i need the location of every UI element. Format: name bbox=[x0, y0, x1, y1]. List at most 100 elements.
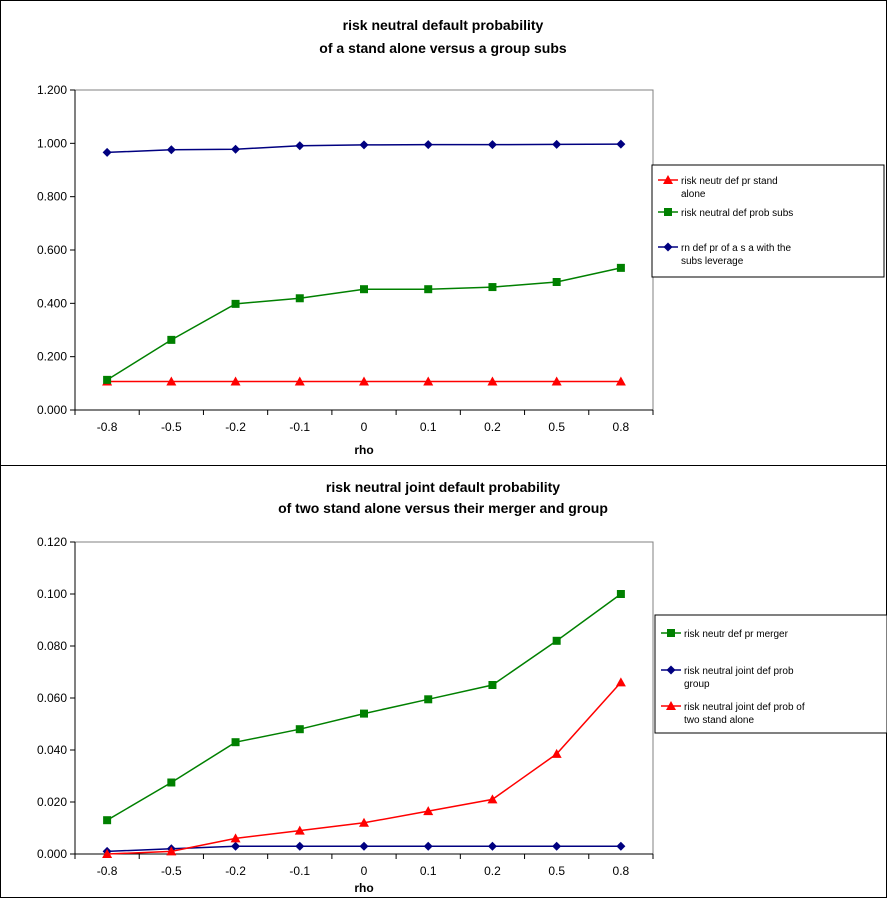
data-point bbox=[488, 681, 497, 689]
x-tick-label: -0.8 bbox=[97, 864, 118, 878]
data-point bbox=[103, 375, 112, 384]
x-tick-label: 0.8 bbox=[613, 864, 630, 878]
x-tick-label: 0.1 bbox=[420, 864, 437, 878]
x-axis-label: rho bbox=[354, 881, 373, 895]
x-tick-label: 0.8 bbox=[613, 420, 630, 434]
data-point bbox=[616, 263, 625, 272]
series-3 bbox=[102, 139, 626, 157]
x-tick-label: 0 bbox=[361, 864, 368, 878]
y-tick-label: 0.200 bbox=[37, 350, 67, 364]
data-point bbox=[359, 817, 369, 827]
x-tick-label: -0.1 bbox=[289, 864, 310, 878]
data-point bbox=[360, 709, 368, 718]
data-point bbox=[231, 738, 240, 747]
data-point bbox=[423, 806, 434, 816]
data-point bbox=[295, 725, 304, 734]
chart-1: risk neutral default probability of a sta… bbox=[37, 17, 885, 457]
data-point bbox=[615, 677, 626, 687]
x-tick-label: 0.2 bbox=[484, 420, 501, 434]
data-point bbox=[552, 636, 561, 645]
y-tick-label: 0.400 bbox=[37, 296, 67, 310]
y-tick-label: 0.000 bbox=[37, 847, 67, 861]
data-point bbox=[423, 140, 433, 150]
data-point bbox=[487, 376, 498, 386]
y-tick-label: 0.120 bbox=[37, 535, 67, 549]
data-point bbox=[487, 140, 497, 150]
data-point bbox=[166, 376, 177, 386]
legend-box bbox=[654, 614, 887, 734]
data-point bbox=[167, 335, 176, 344]
legend-swatch-marker bbox=[666, 665, 676, 675]
data-point bbox=[615, 376, 626, 386]
y-tick-label: 0.040 bbox=[37, 743, 67, 757]
chart-title: risk neutral joint default probability bbox=[326, 479, 560, 495]
y-tick-label: 0.600 bbox=[37, 243, 67, 257]
y-tick-label: 0.020 bbox=[37, 795, 67, 809]
y-tick-label: 0.060 bbox=[37, 691, 67, 705]
x-tick-label: 0.1 bbox=[420, 420, 437, 434]
data-point bbox=[552, 278, 561, 286]
data-point bbox=[295, 294, 304, 303]
legend-box bbox=[651, 164, 885, 278]
data-point bbox=[616, 841, 626, 851]
legend-label: two stand alone bbox=[684, 715, 754, 726]
y-tick-label: 0.800 bbox=[37, 190, 67, 204]
legend-label: risk neutr def pr merger bbox=[684, 629, 789, 640]
legend-swatch-marker bbox=[666, 701, 676, 710]
legend-swatch-marker bbox=[667, 629, 675, 637]
data-point bbox=[166, 846, 177, 856]
data-point bbox=[360, 285, 368, 294]
data-point bbox=[552, 139, 562, 149]
data-point bbox=[166, 145, 176, 155]
legend-label: risk neutral joint def prob bbox=[684, 666, 794, 677]
data-point bbox=[424, 285, 433, 294]
data-point bbox=[616, 139, 626, 149]
data-point bbox=[359, 376, 369, 386]
x-tick-label: -0.5 bbox=[161, 864, 182, 878]
x-tick-label: -0.2 bbox=[225, 420, 246, 434]
legend-swatch-marker bbox=[663, 242, 673, 252]
data-point bbox=[487, 841, 497, 851]
legend-label: alone bbox=[681, 189, 706, 200]
data-point bbox=[616, 590, 625, 598]
data-point bbox=[488, 283, 497, 292]
data-point bbox=[231, 299, 240, 308]
y-tick-label: 0.080 bbox=[37, 639, 67, 653]
legend: risk neutr def pr stand alone risk neutral… bbox=[651, 164, 885, 278]
data-point bbox=[487, 794, 498, 804]
legend-swatch-marker bbox=[664, 208, 672, 216]
data-point bbox=[359, 841, 369, 851]
data-point bbox=[423, 376, 434, 386]
legend: risk neutr def pr merger risk neutral joi… bbox=[654, 614, 887, 734]
data-point bbox=[103, 816, 112, 825]
data-point bbox=[552, 841, 562, 851]
series-1 bbox=[103, 590, 625, 825]
data-point bbox=[167, 778, 176, 787]
data-point bbox=[423, 841, 433, 851]
legend-swatch-marker bbox=[663, 175, 673, 184]
data-point bbox=[230, 833, 241, 843]
x-tick-label: 0.5 bbox=[548, 420, 565, 434]
plot-area bbox=[74, 541, 654, 855]
legend-label: risk neutr def pr stand bbox=[681, 176, 778, 187]
legend-label: rn def pr of a s a with the bbox=[681, 243, 791, 254]
data-point bbox=[295, 841, 305, 851]
legend-label: subs leverage bbox=[681, 256, 744, 267]
data-point bbox=[102, 147, 112, 157]
data-point bbox=[230, 376, 241, 386]
data-point bbox=[294, 376, 305, 386]
x-tick-label: -0.5 bbox=[161, 420, 182, 434]
data-point bbox=[551, 376, 562, 386]
data-point bbox=[231, 841, 241, 851]
series-3 bbox=[102, 677, 626, 858]
x-tick-label: -0.8 bbox=[97, 420, 118, 434]
plot-area bbox=[74, 89, 654, 411]
legend-label: group bbox=[684, 679, 710, 690]
x-axis-label: rho bbox=[354, 443, 373, 457]
chart-subtitle: of two stand alone versus their merger a… bbox=[278, 500, 608, 516]
chart-subtitle: of a stand alone versus a group subs bbox=[319, 40, 567, 56]
x-tick-label: -0.1 bbox=[289, 420, 310, 434]
data-point bbox=[359, 140, 369, 150]
data-point bbox=[295, 141, 305, 151]
